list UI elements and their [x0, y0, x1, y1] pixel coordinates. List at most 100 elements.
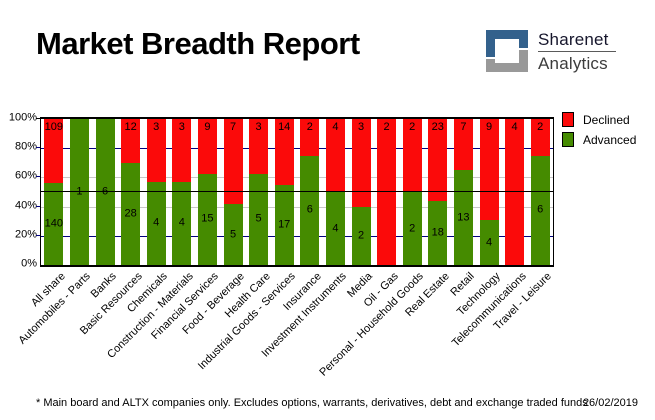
legend-label-advanced: Advanced	[583, 132, 637, 147]
bar-value-declined: 3	[178, 121, 185, 133]
bar-value-advanced: 4	[178, 216, 185, 229]
bar-value-advanced: 17	[278, 218, 291, 231]
bar-2: 6	[95, 119, 115, 265]
gridline-20	[41, 235, 553, 237]
bar-9: 14 17	[274, 119, 294, 265]
bar-segment-advanced	[479, 220, 499, 265]
gridline-40	[41, 206, 553, 208]
bar-value-declined: 3	[255, 121, 262, 133]
bar-segment-advanced	[69, 119, 89, 265]
y-tick-label-40%: 40%	[14, 199, 37, 212]
bar-segment-advanced	[172, 181, 192, 265]
bar-value-advanced: 4	[153, 216, 160, 229]
bar-value-advanced: 4	[332, 222, 339, 234]
bar-segment-declined	[505, 119, 525, 265]
bar-segment-advanced	[453, 170, 473, 265]
bar-value-declined: 12	[124, 121, 137, 133]
bar-16: 7 13	[453, 119, 473, 265]
bar-value-declined: 9	[204, 121, 211, 133]
bar-value-declined: 2	[537, 121, 544, 133]
bar-segment-advanced	[249, 173, 269, 265]
bar-segment-advanced	[300, 155, 320, 265]
bar-segment-advanced	[146, 181, 166, 265]
bar-value-advanced: 28	[124, 207, 137, 220]
bar-value-declined: 3	[153, 121, 160, 133]
y-tick-label-20%: 20%	[14, 228, 37, 241]
bar-value-declined: 4	[511, 121, 518, 133]
report-date: 26/02/2019	[582, 397, 638, 409]
logo-text: Sharenet Analytics	[538, 31, 616, 72]
chart-legend: Declined Advanced	[562, 112, 636, 152]
bar-segment-advanced	[428, 200, 448, 265]
bar-segment-advanced	[121, 162, 141, 265]
stacked-bar-chart-plot-area: 1091401612283434915753514172644322222318…	[40, 117, 554, 267]
footnote-text: * Main board and ALTX companies only. Ex…	[36, 397, 588, 409]
bar-segment-declined	[479, 119, 499, 222]
bar-value-advanced: 6	[90, 186, 121, 198]
bar-value-advanced: 6	[537, 203, 544, 216]
bar-value-advanced: 13	[457, 211, 470, 224]
bar-segment-advanced	[274, 184, 294, 265]
bar-1: 1	[69, 119, 89, 265]
fifty-percent-line	[41, 191, 553, 192]
bar-value-declined: 7	[460, 121, 467, 133]
bar-value-advanced: 18	[431, 226, 444, 239]
gridline-80	[41, 148, 553, 150]
bar-value-declined: 9	[485, 121, 493, 133]
bar-15: 23 18	[428, 119, 448, 265]
bar-value-advanced: 6	[306, 203, 313, 216]
logo-divider	[538, 50, 616, 52]
y-tick-label-60%: 60%	[14, 169, 37, 182]
bar-value-declined: 23	[431, 121, 444, 133]
gridline-60	[41, 177, 553, 179]
bar-6: 9 15	[197, 119, 217, 265]
declined-color-swatch	[562, 112, 574, 127]
bar-value-advanced: 5	[255, 212, 262, 225]
bar-value-advanced: 4	[485, 236, 493, 249]
logo-line-analytics: Analytics	[538, 53, 608, 73]
bar-value-declined: 4	[332, 121, 339, 133]
y-tick-label-80%: 80%	[14, 140, 37, 153]
bar-value-declined: 109	[44, 121, 63, 133]
bar-0: 109 140	[44, 119, 64, 265]
bar-value-advanced: 140	[44, 217, 63, 230]
legend-label-declined: Declined	[583, 112, 630, 127]
bar-value-advanced: 15	[201, 212, 214, 225]
bar-value-advanced: 5	[229, 228, 237, 241]
bar-18: 4	[505, 119, 525, 265]
bar-segment-advanced	[223, 204, 243, 265]
bar-value-declined: 14	[278, 121, 291, 133]
page-title: Market Breadth Report	[36, 26, 360, 61]
sharenet-s-mark-icon	[486, 30, 528, 72]
bar-segment-advanced	[95, 119, 115, 265]
bar-segment-advanced	[351, 206, 371, 265]
bar-segment-advanced	[44, 182, 64, 265]
bar-value-declined: 3	[357, 121, 365, 133]
bar-value-declined: 7	[229, 121, 237, 133]
bar-value-declined: 2	[409, 121, 416, 133]
bar-segment-advanced	[197, 173, 217, 265]
advanced-color-swatch	[562, 132, 574, 147]
bar-value-declined: 2	[383, 121, 390, 133]
bar-13: 2	[377, 119, 397, 265]
bar-value-declined: 2	[306, 121, 313, 133]
logo-line-sharenet: Sharenet	[538, 29, 609, 49]
bar-value-advanced: 2	[409, 222, 416, 234]
legend-item-advanced: Advanced	[562, 132, 636, 147]
bar-3: 12 28	[121, 119, 141, 265]
bar-segment-declined	[377, 119, 397, 265]
legend-item-declined: Declined	[562, 112, 636, 127]
x-axis-labels: All share Automobiles - Parts Banks Basic R…	[0, 267, 655, 397]
bar-value-advanced: 2	[357, 229, 365, 242]
sharenet-logo: Sharenet Analytics	[484, 28, 616, 74]
